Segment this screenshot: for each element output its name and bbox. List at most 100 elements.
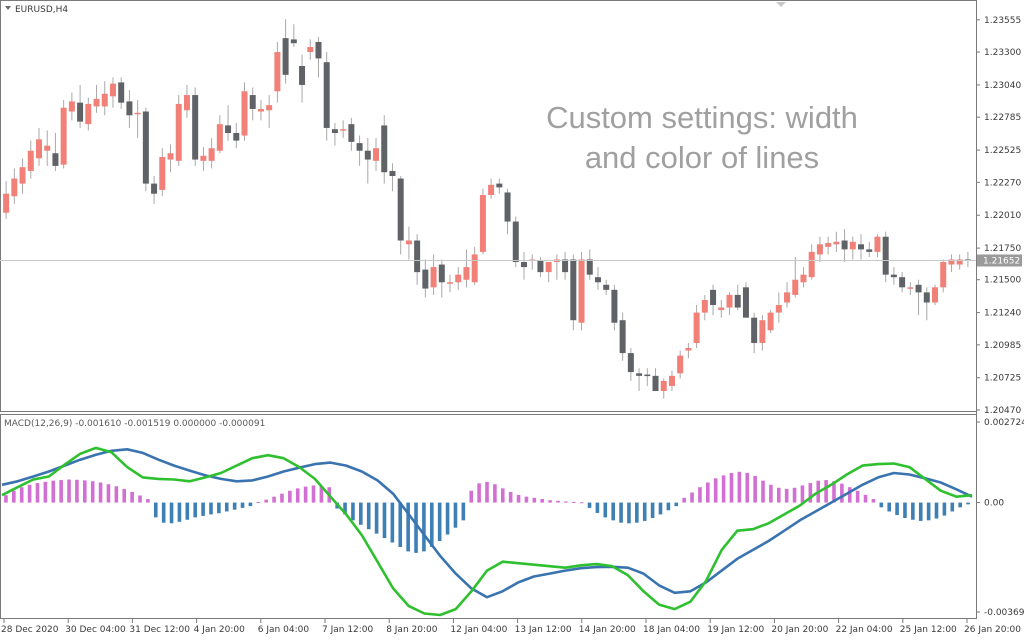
current-price-tag xyxy=(977,254,1022,267)
histogram-bar-positive xyxy=(106,484,111,503)
bull-candle xyxy=(816,244,823,255)
bull-candle xyxy=(159,157,166,190)
bear-candle xyxy=(858,244,865,250)
histogram-bar-negative xyxy=(398,502,403,547)
time-tick-label: 19 Jan 12:00 xyxy=(707,625,764,635)
histogram-bar-negative xyxy=(879,502,884,508)
time-axis: 28 Dec 2020 30 Dec 04:00 31 Dec 12:00 4 Jan… xyxy=(1,619,1021,635)
histogram-bar-positive xyxy=(871,499,876,503)
bear-candle xyxy=(192,95,199,160)
time-tick-label: 12 Jan 04:00 xyxy=(450,625,507,635)
macd-tick-label: 0.00 xyxy=(984,499,1004,509)
histogram-bar-negative xyxy=(232,502,237,510)
bull-candle xyxy=(833,241,840,245)
chart-shift-marker-icon[interactable] xyxy=(776,2,786,7)
histogram-bar-positive xyxy=(27,484,32,503)
bull-candle xyxy=(60,107,67,165)
histogram-bar-negative xyxy=(903,502,907,518)
bear-candle xyxy=(348,124,355,142)
symbol-menu-icon[interactable] xyxy=(5,6,11,10)
price-tick-label: 1.22785 xyxy=(984,113,1021,123)
histogram-bar-positive xyxy=(784,488,789,503)
bear-candle xyxy=(438,264,445,283)
bull-candle xyxy=(463,267,470,280)
histogram-bar-negative xyxy=(911,502,915,520)
bear-candle xyxy=(77,102,84,122)
bull-candle xyxy=(479,194,486,252)
price-axis: 1.23555 1.23300 1.23040 1.22785 1.22525 1.222… xyxy=(976,16,1021,416)
histogram-bar-positive xyxy=(571,501,576,503)
macd-tick-label: 0.002724 xyxy=(984,418,1024,428)
bear-candle xyxy=(603,284,610,290)
macd-label: MACD(12,26,9) -0.001610 -0.001519 0.0000… xyxy=(4,419,265,429)
histogram-bar-negative xyxy=(642,502,647,521)
histogram-bar-positive xyxy=(729,472,734,503)
histogram-bar-negative xyxy=(217,502,221,514)
time-tick-label: 8 Jan 20:00 xyxy=(386,625,438,635)
histogram-bar-positive xyxy=(682,497,686,503)
histogram-bar-negative xyxy=(366,502,371,530)
histogram-bar-positive xyxy=(280,493,284,503)
histogram-bar-negative xyxy=(209,502,213,515)
bear-candle xyxy=(586,259,593,275)
bull-candle xyxy=(874,236,881,252)
bull-candle xyxy=(11,178,18,197)
histogram-bar-negative xyxy=(248,502,253,507)
histogram-bar-positive xyxy=(792,487,797,503)
histogram-bar-positive xyxy=(564,501,568,503)
histogram-bar-positive xyxy=(840,483,844,503)
histogram-bar-negative xyxy=(453,502,458,528)
bull-candle xyxy=(677,355,684,374)
histogram-bar-negative xyxy=(942,502,947,516)
histogram-bar-positive xyxy=(98,482,103,503)
bear-candle xyxy=(882,236,889,275)
bull-candle xyxy=(825,243,832,247)
bull-candle xyxy=(907,287,914,289)
bull-candle xyxy=(167,153,174,160)
bear-candle xyxy=(915,284,922,293)
histogram-bar-positive xyxy=(776,487,781,503)
time-tick-label: 4 Jan 20:00 xyxy=(194,625,246,635)
bull-candle xyxy=(800,274,807,283)
bull-candle xyxy=(447,282,454,284)
bear-candle xyxy=(389,170,396,177)
price-tick-label: 1.20725 xyxy=(984,374,1021,384)
bull-candle xyxy=(109,83,116,97)
histogram-bar-positive xyxy=(698,487,702,503)
histogram-bar-positive xyxy=(477,483,481,503)
bear-candle xyxy=(381,125,388,173)
histogram-bar-positive xyxy=(12,490,16,503)
histogram-bar-positive xyxy=(706,482,710,503)
histogram-bar-negative xyxy=(359,502,363,525)
bear-candle xyxy=(225,125,232,134)
macd-main-line xyxy=(1,448,973,599)
histogram-bar-negative xyxy=(390,502,395,543)
histogram-bar-positive xyxy=(288,490,292,503)
bear-candle xyxy=(562,259,569,273)
histogram-bar-negative xyxy=(374,502,379,534)
price-tick-label: 1.20470 xyxy=(984,406,1021,416)
bear-candle xyxy=(299,65,306,85)
bear-candle xyxy=(923,292,930,303)
bull-candle xyxy=(948,259,955,265)
histogram-bar-positive xyxy=(540,499,545,503)
histogram-bar-negative xyxy=(382,502,387,539)
bear-candle xyxy=(414,240,421,273)
histogram-bar-positive xyxy=(713,478,718,503)
time-tick-label: 28 Dec 2020 xyxy=(1,625,59,635)
bull-candle xyxy=(257,108,264,112)
bull-candle xyxy=(455,274,462,283)
time-tick-label: 7 Jan 12:00 xyxy=(322,625,374,635)
histogram-bar-positive xyxy=(721,475,726,503)
bear-candle xyxy=(841,240,848,250)
histogram-bar-positive xyxy=(114,486,119,503)
histogram-bar-positive xyxy=(272,496,276,503)
bear-candle xyxy=(734,294,741,308)
histogram-bar-negative xyxy=(658,502,663,515)
bull-candle xyxy=(693,312,700,343)
histogram-bar-positive xyxy=(863,494,868,503)
histogram-bar-negative xyxy=(958,502,962,508)
bear-candle xyxy=(315,41,322,59)
candlestick-series xyxy=(3,19,971,399)
bear-candle xyxy=(710,289,717,306)
